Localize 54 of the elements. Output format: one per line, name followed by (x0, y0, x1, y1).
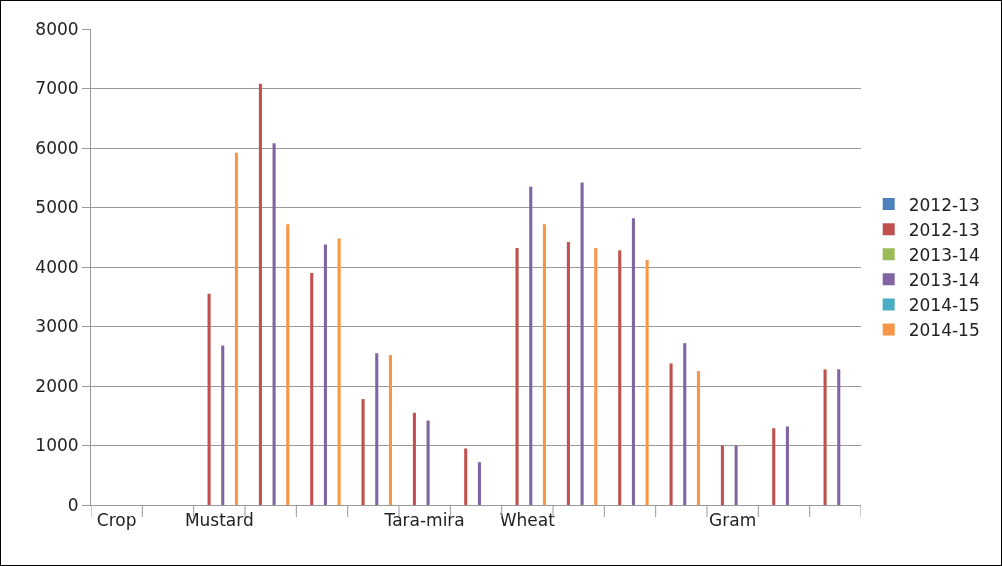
bar (566, 242, 570, 505)
bar (258, 83, 262, 505)
legend-label: 2014-15 (908, 295, 980, 316)
bar (734, 445, 738, 505)
bar (412, 412, 416, 505)
legend-label: 2014-15 (908, 320, 980, 341)
bar (618, 250, 622, 505)
bar (720, 445, 724, 505)
bar (669, 363, 673, 505)
bar (234, 152, 238, 505)
y-tick-label: 3000 (35, 316, 79, 337)
x-tick-label: Tara-mira (383, 510, 465, 531)
bar (207, 293, 211, 505)
bar (515, 247, 519, 505)
bar (361, 399, 365, 505)
bar (286, 224, 290, 505)
y-tick-label: 6000 (35, 137, 79, 158)
y-tick-label: 7000 (35, 78, 79, 99)
bar (631, 218, 635, 505)
bar (477, 462, 481, 505)
y-tick-label: 2000 (35, 375, 79, 396)
x-tick-label: Crop (96, 510, 137, 531)
bar (388, 355, 392, 505)
y-tick-label: 4000 (35, 256, 79, 277)
bar (645, 259, 649, 505)
y-tick-label: 0 (67, 494, 79, 515)
x-tick-label: Gram (709, 510, 757, 531)
bar (529, 186, 533, 505)
y-tick-label: 8000 (35, 18, 79, 39)
legend-label: 2013-14 (908, 244, 980, 265)
x-tick-label: Mustard (184, 510, 254, 531)
bar (375, 353, 379, 505)
bar (221, 345, 225, 505)
bar (580, 182, 584, 505)
bar (542, 224, 546, 505)
legend-label: 2012-13 (908, 219, 980, 240)
legend-label: 2013-14 (908, 269, 980, 290)
bar (772, 428, 776, 505)
bar (310, 272, 314, 505)
bar (594, 247, 598, 505)
bar (837, 369, 841, 505)
bar (464, 448, 468, 505)
y-tick-label: 1000 (35, 435, 79, 456)
bar (683, 343, 687, 505)
bar (272, 143, 276, 505)
x-tick-label: Wheat (499, 510, 556, 531)
bar (785, 426, 789, 505)
bar (323, 244, 327, 505)
bar (696, 371, 700, 505)
bar (337, 238, 341, 505)
bar (426, 420, 430, 505)
y-tick-label: 5000 (35, 197, 79, 218)
bar (823, 369, 827, 505)
legend-label: 2012-13 (908, 194, 980, 215)
